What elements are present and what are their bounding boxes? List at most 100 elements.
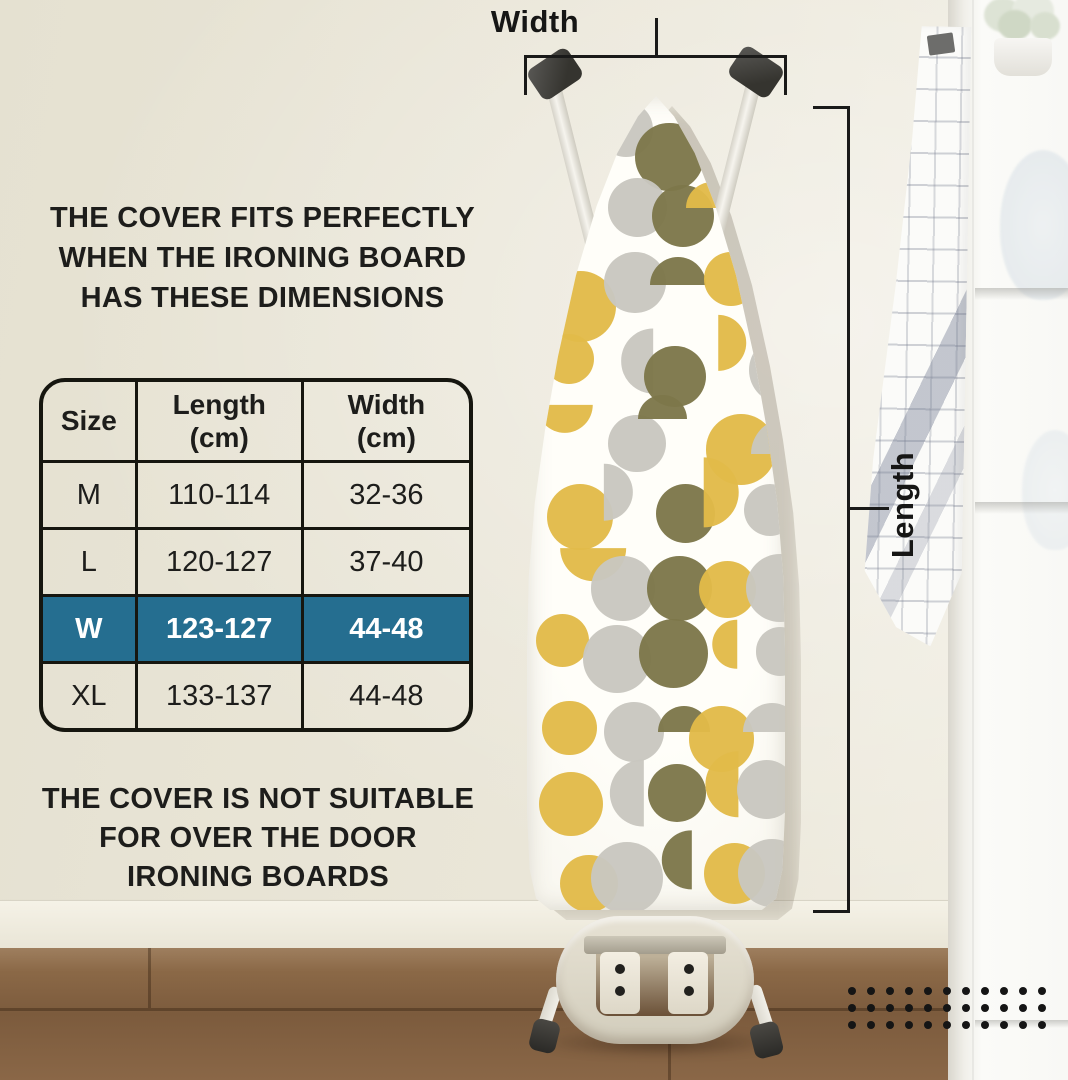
length-dimension-tick	[813, 106, 850, 109]
floor-plank-seam	[668, 1011, 671, 1080]
table-header-cell: Length (cm)	[137, 382, 304, 463]
accent-dot	[866, 1003, 875, 1012]
cover-dot	[647, 764, 706, 822]
cover-dot	[604, 701, 665, 762]
leg-cap-right	[726, 43, 786, 101]
table-cell: 110-114	[137, 463, 304, 530]
accent-dot	[885, 1003, 894, 1012]
table-row: XL 133-137 44-48	[43, 664, 469, 728]
accent-dot	[1037, 1003, 1046, 1012]
shelf-divider	[975, 288, 1068, 300]
accent-dot	[904, 986, 913, 995]
width-dimension-tick	[784, 55, 787, 95]
cover-dot	[547, 484, 614, 551]
footnote-text: THE COVER IS NOT SUITABLE FOR OVER THE D…	[41, 783, 475, 893]
accent-dot	[923, 1020, 932, 1029]
table-cell: 32-36	[303, 463, 469, 530]
plant-foliage	[998, 10, 1032, 40]
accent-dot	[961, 1003, 970, 1012]
cover-halfdot	[650, 257, 707, 286]
cover-dot	[745, 189, 785, 246]
potted-plant	[978, 0, 1068, 80]
accent-dot	[980, 1003, 989, 1012]
table-cell: 133-137	[138, 664, 304, 728]
accent-dot	[1037, 986, 1046, 995]
accent-dot	[923, 1003, 932, 1012]
accent-dot	[1018, 986, 1027, 995]
table-cell: L	[43, 530, 138, 597]
table-header-cell: Size	[43, 382, 138, 463]
table-cell: 37-40	[303, 530, 469, 597]
accent-dot	[942, 1003, 951, 1012]
width-dimension-tick	[524, 55, 527, 95]
cover-halfdot	[718, 315, 747, 372]
accent-dot	[866, 1020, 875, 1029]
table-cell: W	[43, 597, 138, 664]
cover-dot	[745, 553, 785, 623]
table-cell: XL	[43, 664, 138, 728]
cover-halfdot	[712, 619, 738, 669]
width-dimension-stem	[655, 18, 658, 58]
length-dimension-tick	[813, 910, 850, 913]
accent-dot	[904, 1020, 913, 1029]
table-cell: 123-127	[137, 597, 304, 664]
shelf-vase	[1022, 430, 1068, 550]
base-screw	[684, 986, 694, 996]
accent-dot	[885, 986, 894, 995]
accent-dot	[847, 986, 856, 995]
size-table-body: M 110-114 32-36 L 120-127 37-40 W 123-127 44-48 X…	[43, 463, 469, 728]
table-cell: 44-48	[349, 679, 424, 712]
table-cell: M	[43, 463, 138, 530]
table-row: L 120-127 37-40	[43, 530, 469, 597]
cover-dot	[591, 842, 663, 910]
cover-dot	[538, 771, 604, 837]
table-cell: 44-48	[303, 597, 469, 664]
cover-dot	[591, 556, 656, 621]
towel-tag	[926, 32, 956, 56]
table-row: M 110-114 32-36	[43, 463, 469, 530]
length-label: Length	[885, 451, 920, 559]
floor-plank-seam	[148, 948, 151, 1008]
cover-halfdot	[609, 759, 644, 827]
accent-dot	[942, 1020, 951, 1029]
cover-dot	[736, 759, 785, 819]
cover-dot	[638, 618, 709, 689]
base-screw	[615, 964, 625, 974]
baseboard	[0, 900, 1068, 949]
base-screw	[615, 986, 625, 996]
accent-dot	[1018, 1020, 1027, 1029]
shelf-edge	[972, 0, 974, 1080]
accent-dot	[961, 1020, 970, 1029]
ironing-board-cover	[527, 96, 785, 910]
base-bracket-plate	[600, 952, 640, 1014]
width-label: Width	[490, 4, 580, 39]
accent-dot	[866, 986, 875, 995]
plant-pot	[994, 38, 1052, 76]
cover-dot-layer	[527, 96, 785, 910]
cover-dot	[536, 613, 589, 667]
cover-dot	[608, 415, 666, 473]
accent-dot	[999, 1020, 1008, 1029]
cover-dot	[543, 334, 595, 385]
length-dimension-tick	[847, 507, 889, 510]
headline-text: THE COVER FITS PERFECTLY WHEN THE IRONIN…	[49, 202, 476, 314]
accent-dot	[923, 986, 932, 995]
accent-dot-grid	[842, 982, 1051, 1033]
cover-halfdot	[604, 463, 633, 521]
accent-dot	[999, 1003, 1008, 1012]
accent-dot	[980, 986, 989, 995]
accent-dot	[904, 1003, 913, 1012]
accent-dot	[999, 986, 1008, 995]
accent-dot	[1037, 1020, 1046, 1029]
base-metal-bar	[584, 936, 726, 954]
accent-dot	[847, 1020, 856, 1029]
table-header-row: Size Length (cm) Width (cm)	[43, 382, 469, 463]
accent-dot	[885, 1020, 894, 1029]
cover-halfdot	[536, 404, 593, 433]
shelf-divider	[975, 502, 1068, 514]
base-bracket-plate	[668, 952, 708, 1014]
accent-dot	[942, 986, 951, 995]
shelf-vase	[1000, 150, 1068, 300]
cover-halfdot	[662, 830, 692, 890]
base-screw	[684, 964, 694, 974]
